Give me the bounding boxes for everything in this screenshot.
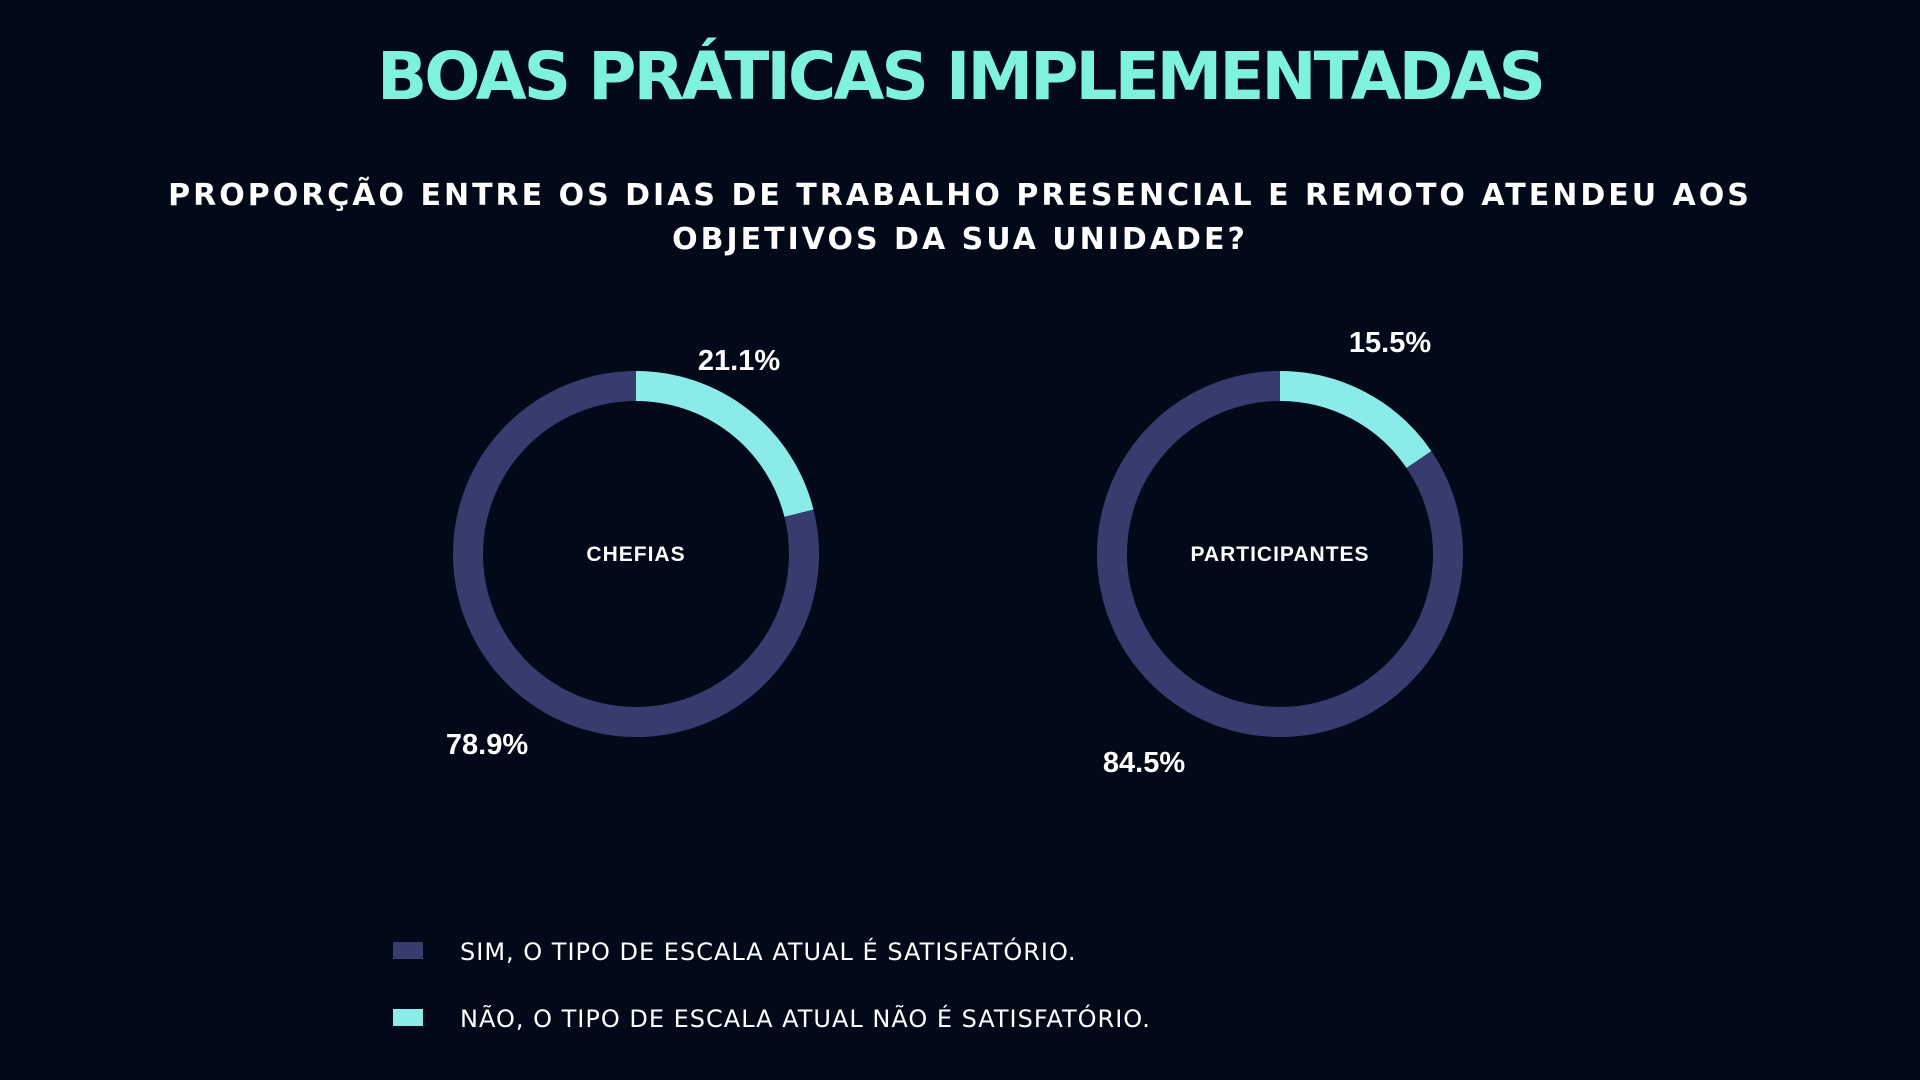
page-title: BOAS PRÁTICAS IMPLEMENTADAS: [376, 38, 1546, 115]
participantes-slice-nao: [1279, 371, 1432, 469]
legend-swatch-nao: [393, 1009, 423, 1026]
participantes-data-label-sim: 84.5%: [1103, 747, 1185, 779]
chefias-data-label-nao: 21.1%: [698, 345, 780, 377]
chefias-slice-nao: [635, 371, 814, 518]
legend-swatch-sim: [393, 942, 423, 959]
chart-question: PROPORÇÃO ENTRE OS DIAS DE TRABALHO PRES…: [168, 178, 1752, 257]
legend-label-sim: SIM, O TIPO DE ESCALA ATUAL É SATISFATÓR…: [460, 938, 1077, 966]
chefias-data-label-sim: 78.9%: [446, 729, 528, 761]
chefias-slice-sim: [453, 371, 819, 737]
participantes-slice-sim: [1097, 371, 1463, 737]
participantes-center-label: PARTICIPANTES: [1190, 543, 1369, 566]
chefias-center-label: CHEFIAS: [586, 543, 685, 566]
legend-label-nao: NÃO, O TIPO DE ESCALA ATUAL NÃO É SATISF…: [460, 1005, 1151, 1033]
participantes-data-label-nao: 15.5%: [1349, 327, 1431, 359]
